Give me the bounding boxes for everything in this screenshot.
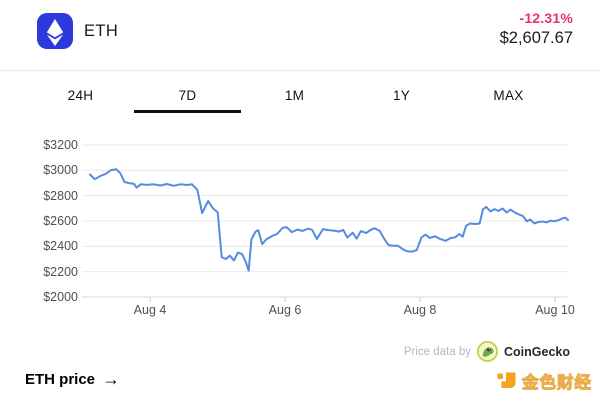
tab-1y[interactable]: 1Y <box>392 88 411 103</box>
ethereum-icon <box>37 13 73 49</box>
attribution-text: Price data by <box>403 345 471 358</box>
x-axis-label: Aug 10 <box>535 303 575 317</box>
attribution: Price data by CoinGecko <box>404 341 570 362</box>
y-axis-label: $2000 <box>43 290 78 304</box>
x-axis-label: Aug 8 <box>403 303 437 317</box>
jinse-label: 金色财经 <box>522 374 592 393</box>
x-axis-label: Aug 4 <box>133 303 167 317</box>
tab-max[interactable]: MAX <box>493 88 524 103</box>
price-block: -12.31% $2,607.67 <box>500 10 573 48</box>
y-axis-label: $2400 <box>43 239 78 253</box>
x-axis-label: Aug 6 <box>268 303 302 317</box>
footer-caption: ETH price → <box>25 369 121 389</box>
y-axis-label: $2800 <box>43 189 78 203</box>
coingecko-icon[interactable] <box>477 341 498 362</box>
arrow-right-icon: → <box>102 369 121 389</box>
price-change-badge: -12.31% <box>519 10 573 26</box>
coingecko-label[interactable]: CoinGecko <box>504 344 570 359</box>
header-divider <box>0 70 600 71</box>
y-axis-label: $3200 <box>43 138 78 152</box>
current-price: $2,607.67 <box>499 29 573 47</box>
y-axis-label: $3000 <box>43 163 78 177</box>
jinse-watermark: 金色财经 <box>496 369 592 393</box>
tab-7d[interactable]: 7D <box>134 84 241 113</box>
tab-24h[interactable]: 24H <box>67 88 94 103</box>
tab-1m[interactable]: 1M <box>284 88 305 103</box>
eth-logo <box>37 13 73 49</box>
y-axis-label: $2200 <box>43 265 78 279</box>
y-axis-label: $2600 <box>43 214 78 228</box>
footer-caption-label: ETH price <box>25 371 96 388</box>
coin-symbol: ETH <box>84 22 119 40</box>
jinse-icon <box>496 370 518 392</box>
